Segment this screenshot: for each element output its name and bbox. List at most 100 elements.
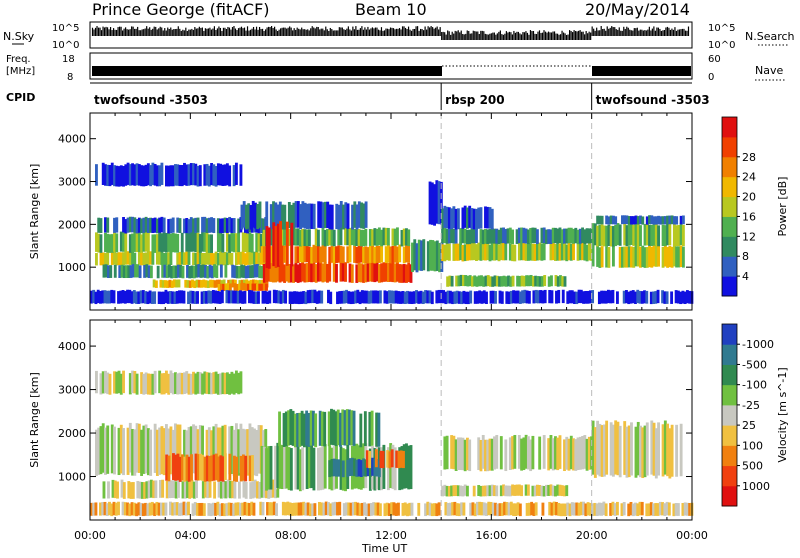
range-cell (243, 501, 247, 516)
range-cell (368, 245, 372, 263)
range-cell (142, 252, 146, 266)
range-cell (196, 371, 200, 394)
y-tick-label: 3000 (58, 384, 86, 397)
range-cell (185, 251, 189, 265)
range-cell (304, 291, 308, 305)
cpid-segment: twofsound -3503 (591, 83, 710, 110)
range-cell (549, 242, 553, 261)
range-cell (447, 486, 451, 497)
range-cell (258, 283, 262, 291)
range-cell (538, 242, 542, 261)
range-cell (258, 481, 262, 499)
range-cell (94, 502, 98, 516)
range-cell (561, 289, 565, 304)
range-cell (158, 479, 162, 498)
range-cell (317, 201, 321, 228)
range-cell (278, 411, 281, 447)
range-cell (381, 450, 385, 469)
range-cell (232, 165, 236, 187)
range-cell (285, 221, 289, 266)
range-cell (377, 412, 381, 447)
range-cell (314, 228, 318, 246)
range-cell (279, 221, 282, 266)
range-cell (339, 446, 343, 490)
range-cell (400, 264, 404, 283)
range-cell (294, 228, 298, 246)
range-cell (128, 503, 132, 517)
range-cell (602, 501, 606, 516)
range-cell (672, 223, 676, 246)
range-cell (456, 208, 460, 230)
range-cell (194, 373, 198, 395)
range-cell (531, 243, 535, 261)
range-cell (195, 279, 199, 288)
range-cell (565, 244, 569, 262)
range-cell (375, 228, 379, 246)
range-cell (490, 242, 494, 261)
range-cell (486, 206, 490, 229)
range-cell (123, 502, 127, 516)
range-cell (377, 460, 381, 478)
range-cell (481, 242, 485, 261)
range-cell (636, 503, 640, 517)
range-cell (293, 413, 297, 448)
range-cell (260, 283, 264, 291)
range-cell (330, 228, 334, 246)
range-cell (305, 263, 309, 283)
range-cell (154, 280, 158, 288)
range-cell (446, 290, 450, 304)
range-cell (185, 231, 189, 252)
range-cell (490, 208, 494, 230)
colorbar-swatch (722, 196, 737, 217)
range-cell (171, 373, 175, 395)
range-cell (468, 242, 472, 261)
range-cell (518, 503, 522, 517)
range-cell (627, 503, 631, 517)
range-cell (556, 276, 560, 287)
range-cell (287, 263, 291, 283)
range-cell (174, 481, 178, 499)
range-cell (225, 503, 229, 516)
range-cell (535, 243, 539, 261)
range-cell (200, 502, 204, 516)
range-cell (650, 215, 654, 225)
range-cell (142, 425, 146, 474)
range-cell (636, 244, 640, 267)
range-cell (641, 245, 645, 268)
range-cell (630, 222, 633, 245)
range-cell (674, 503, 678, 516)
range-cell (299, 291, 303, 304)
range-cell (489, 290, 493, 304)
range-cell (162, 252, 166, 266)
range-cell (611, 226, 615, 247)
range-cell (242, 479, 246, 498)
range-cell (445, 228, 449, 244)
nsky-trace (91, 26, 690, 40)
range-cell (574, 439, 578, 471)
range-cell (362, 203, 366, 229)
range-cell (504, 242, 508, 261)
range-cell (225, 231, 229, 252)
range-cell (600, 246, 604, 268)
range-cell (144, 291, 148, 304)
range-cell (129, 265, 133, 278)
data-band (262, 227, 411, 247)
range-cell (140, 165, 144, 187)
range-cell (494, 291, 497, 304)
range-cell (128, 422, 132, 473)
range-cell (106, 217, 110, 233)
range-cell (350, 264, 354, 283)
range-cell (128, 373, 132, 395)
cpid-segment-label: rbsp 200 (445, 93, 504, 107)
range-cell (363, 411, 367, 447)
y-tick-label: 3000 (58, 176, 86, 189)
range-cell (173, 502, 177, 516)
range-cell (187, 501, 190, 516)
range-cell (357, 245, 361, 263)
range-cell (131, 163, 134, 186)
range-cell (262, 229, 266, 247)
range-cell (205, 218, 209, 234)
range-cell (591, 420, 595, 475)
range-cell (123, 290, 127, 304)
